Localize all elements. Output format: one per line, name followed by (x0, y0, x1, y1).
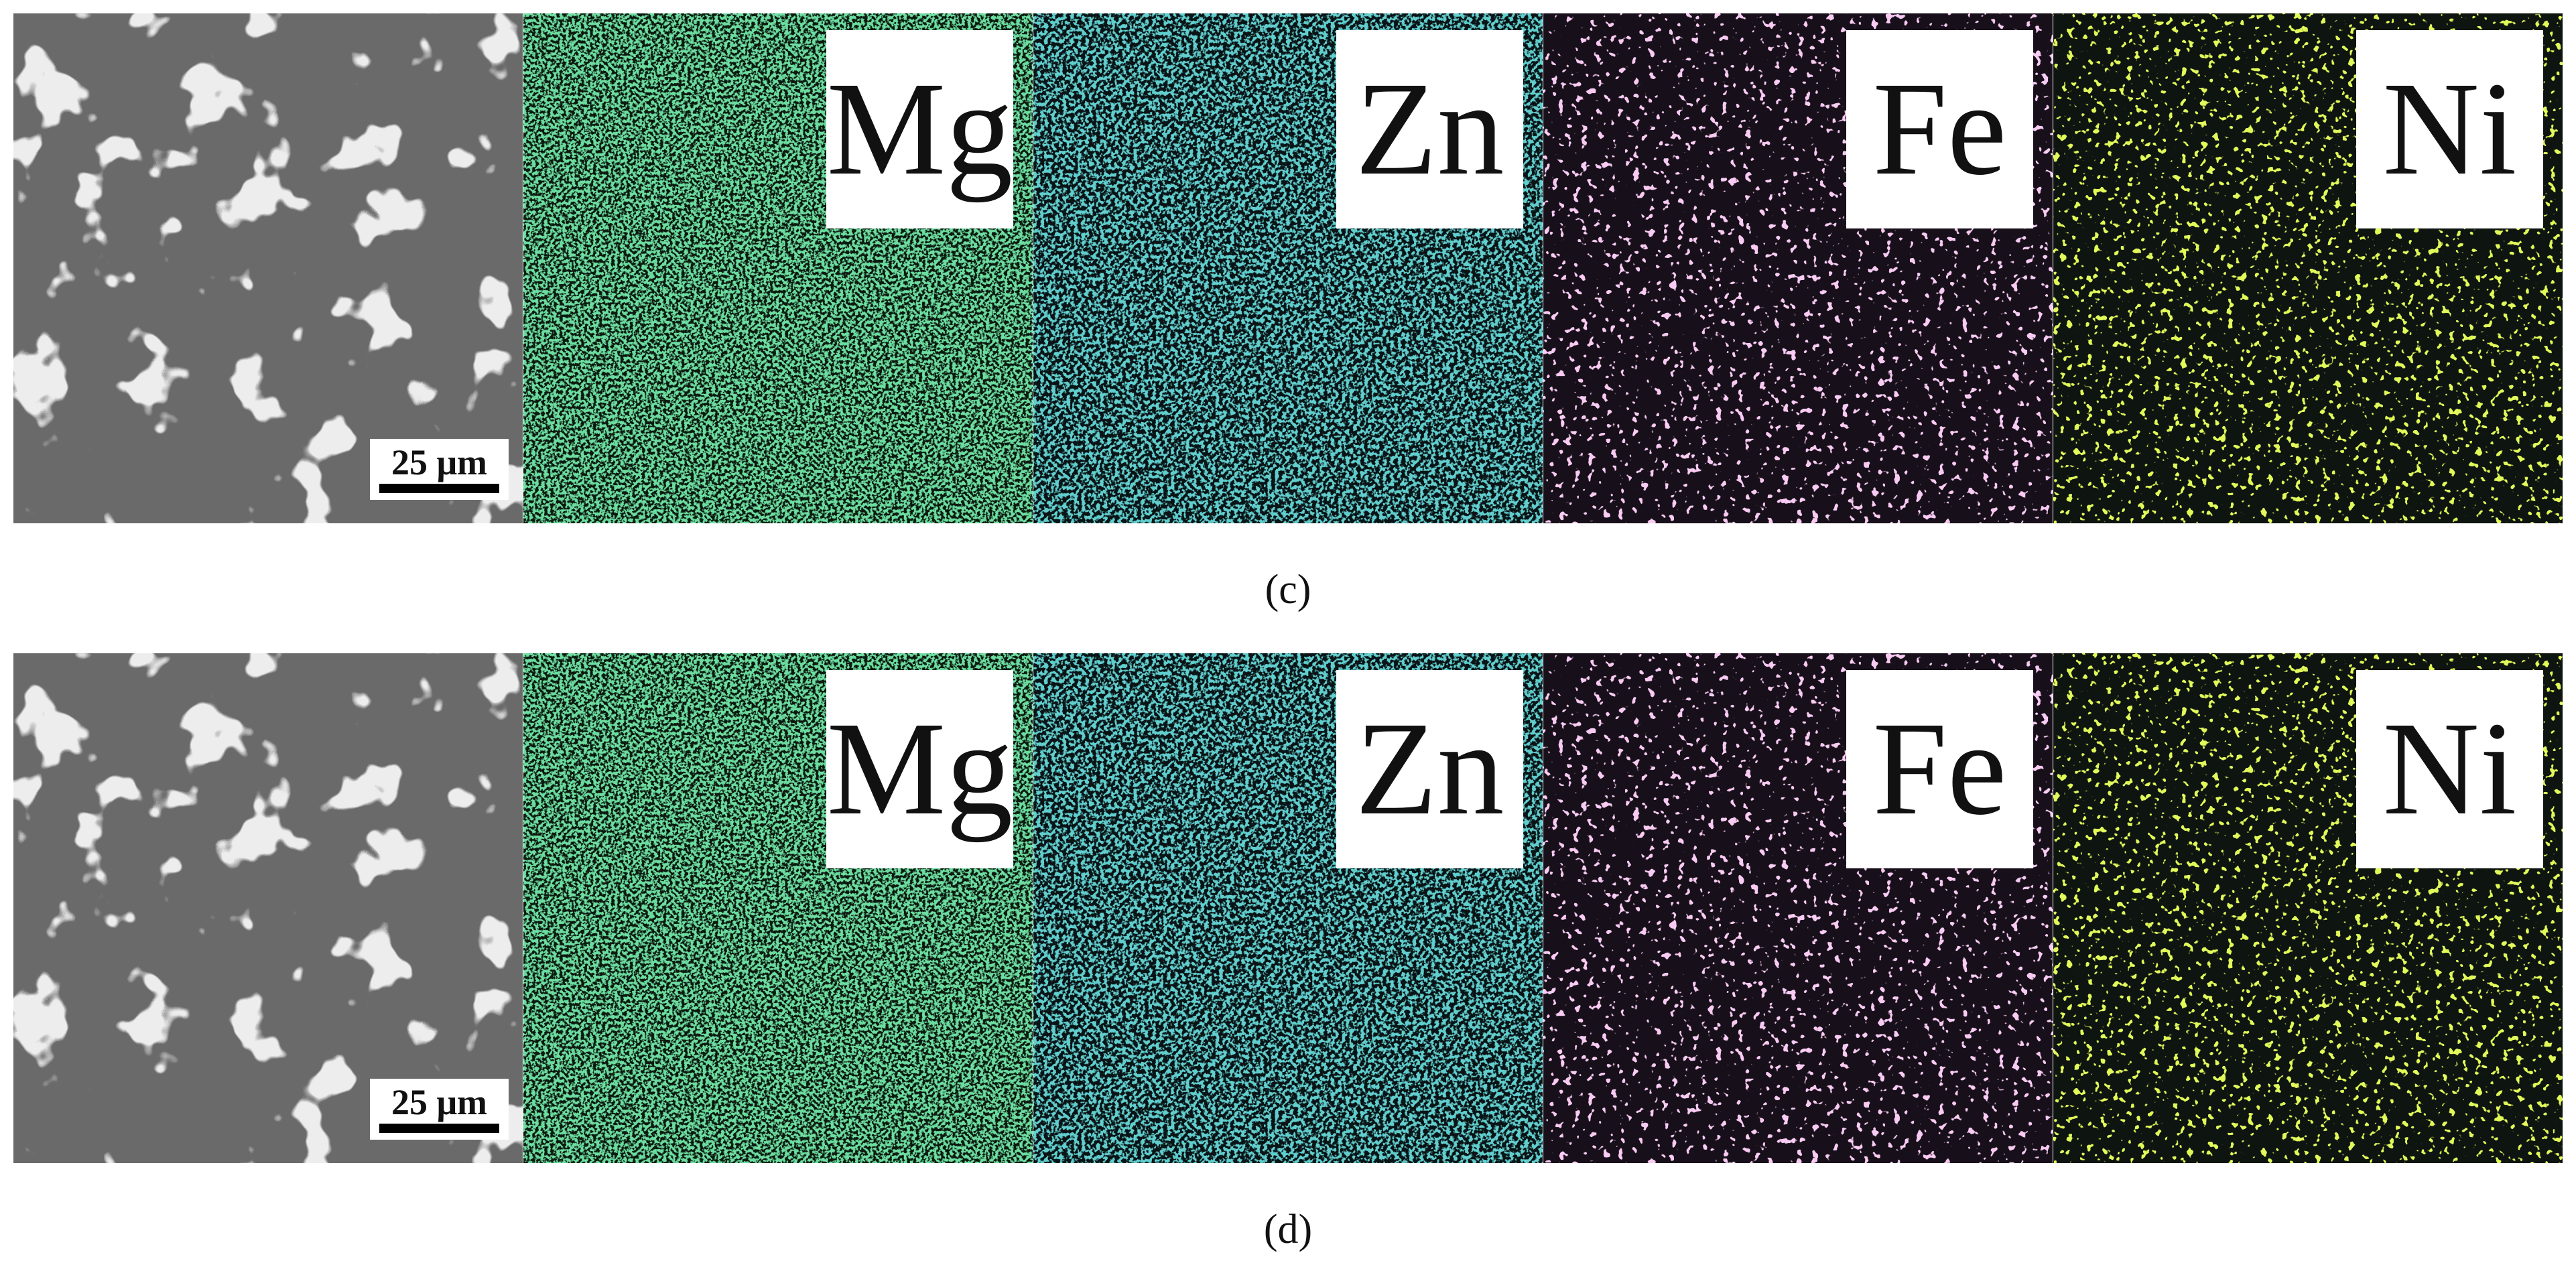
element-label: Mg (826, 30, 1013, 228)
micrograph (13, 13, 523, 523)
element-map: Mg (523, 13, 1033, 523)
element-map: Ni (2053, 13, 2563, 523)
element-label: Fe (1846, 30, 2033, 228)
element-map: Fe (1543, 653, 2053, 1163)
scale-bar: 25 μm (370, 1079, 509, 1140)
element-label: Zn (1336, 670, 1523, 868)
scale-bar: 25 μm (370, 439, 509, 500)
scale-bar-label: 25 μm (391, 1082, 488, 1122)
panel-row: 25 μm Mg Zn Fe Ni (13, 13, 2563, 523)
element-map: Mg (523, 653, 1033, 1163)
scale-bar-label: 25 μm (391, 442, 488, 482)
element-map: Ni (2053, 653, 2563, 1163)
element-label: Fe (1846, 670, 2033, 868)
element-map: Fe (1543, 13, 2053, 523)
element-map: Zn (1033, 653, 1543, 1163)
scale-bar-line (379, 1124, 499, 1133)
sem-image: 25 μm (13, 653, 523, 1163)
element-label: Ni (2356, 670, 2543, 868)
element-label: Mg (826, 670, 1013, 868)
element-label: Zn (1336, 30, 1523, 228)
panel-label: (d) (1263, 1207, 1313, 1252)
panel-label: (c) (1265, 567, 1311, 612)
micrograph (1033, 13, 1543, 523)
micrograph (13, 653, 523, 1163)
scale-bar-line (379, 484, 499, 493)
element-map: Zn (1033, 13, 1543, 523)
sem-image: 25 μm (13, 13, 523, 523)
panel-row: 25 μm Mg Zn Fe Ni (13, 653, 2563, 1163)
element-label: Ni (2356, 30, 2543, 228)
